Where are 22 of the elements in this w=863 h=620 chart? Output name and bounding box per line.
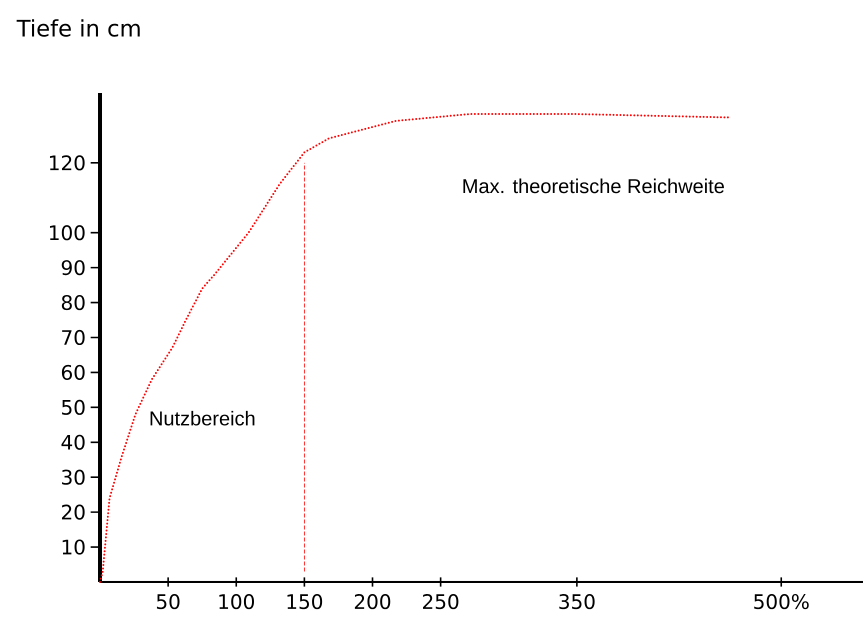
y-tick-label: 20 xyxy=(62,504,85,520)
y-tick-label: 50 xyxy=(62,400,85,415)
y-tick-label: 120 xyxy=(50,155,85,170)
x-tick-label: 150 xyxy=(287,594,322,610)
line-series xyxy=(99,112,730,583)
y-tick-label: 100 xyxy=(50,225,85,240)
y-tick-label: 40 xyxy=(61,434,85,450)
x-tick-label: 50 xyxy=(156,594,180,610)
annotation: Max. theoretische Reichweite xyxy=(463,178,724,194)
x-tick-label: 200 xyxy=(354,594,390,610)
x-tick-label: 250 xyxy=(423,594,458,610)
y-axis-title: Tiefe in cm xyxy=(16,19,140,37)
y-tick-label: 90 xyxy=(62,260,85,276)
x-tick-label: 350 xyxy=(559,594,595,610)
y-tick-label: 70 xyxy=(62,330,85,346)
y-tick-label: 30 xyxy=(62,470,85,485)
x-tick-label: 500% xyxy=(754,594,809,610)
annotation: Nutzbereich xyxy=(150,410,254,426)
y-tick-label: 60 xyxy=(62,364,85,380)
y-tick-label: 10 xyxy=(62,539,85,555)
x-tick-label: 100 xyxy=(219,594,254,610)
y-tick-label: 80 xyxy=(62,294,85,310)
